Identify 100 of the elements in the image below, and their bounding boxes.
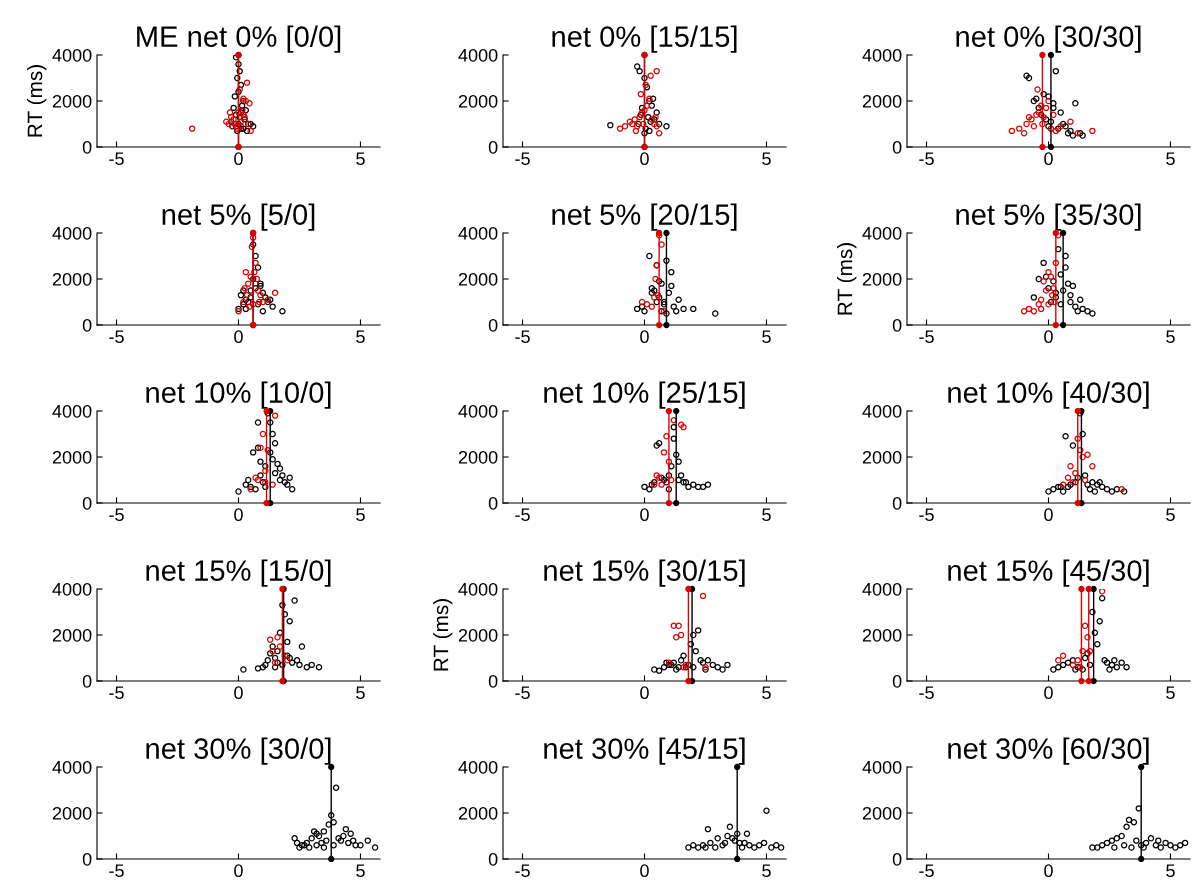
y-tick-label: 2000 [52, 806, 92, 820]
x-tick-label: -5 [919, 686, 934, 700]
y-tick-label: 0 [892, 852, 902, 866]
y-tick-label: 0 [82, 140, 92, 154]
x-tick-label: 5 [762, 864, 771, 878]
x-tick-label: 0 [1044, 508, 1053, 522]
x-tick-label: 0 [1044, 330, 1053, 344]
x-tick-label: 0 [234, 686, 243, 700]
y-tick-label: 4000 [862, 760, 902, 774]
y-tick-label: 0 [488, 140, 498, 154]
y-tick-label: 2000 [458, 806, 498, 820]
x-tick-label: 0 [1044, 864, 1053, 878]
x-tick-label: 5 [1166, 686, 1175, 700]
y-tick-label: 0 [488, 496, 498, 510]
x-tick-label: 0 [1044, 152, 1053, 166]
y-tick-label: 0 [892, 140, 902, 154]
y-tick-label: 2000 [862, 272, 902, 286]
y-tick-label: 4000 [52, 404, 92, 418]
x-tick-label: 0 [640, 330, 649, 344]
y-tick-label: 0 [488, 318, 498, 332]
y-tick-label: 2000 [862, 628, 902, 642]
y-tick-label: 4000 [52, 760, 92, 774]
y-tick-label: 0 [892, 318, 902, 332]
chart-title: net 15% [45/30] [948, 559, 1149, 587]
chart-title: net 0% [15/15] [552, 25, 737, 53]
y-tick-label: 0 [892, 496, 902, 510]
x-tick-label: -5 [515, 864, 530, 878]
x-tick-label: -5 [919, 330, 934, 344]
y-tick-label: 0 [488, 852, 498, 866]
y-tick-label: 4000 [52, 582, 92, 596]
y-tick-label: 2000 [458, 94, 498, 108]
x-tick-label: 5 [1166, 330, 1175, 344]
x-tick-label: -5 [515, 330, 530, 344]
chart-title: net 30% [45/15] [544, 737, 745, 765]
x-tick-label: 0 [234, 864, 243, 878]
chart-title: ME net 0% [0/0] [137, 25, 341, 53]
chart-title: net 30% [30/0] [146, 737, 331, 765]
y-tick-label: 4000 [862, 226, 902, 240]
y-tick-label: 4000 [458, 226, 498, 240]
x-tick-label: 5 [1166, 508, 1175, 522]
y-tick-label: 4000 [458, 760, 498, 774]
y-axis-title: RT (ms) [27, 65, 47, 137]
chart-title: net 5% [20/15] [552, 203, 737, 231]
y-axis-title: RT (ms) [837, 243, 857, 315]
y-tick-label: 4000 [862, 48, 902, 62]
chart-title: net 5% [35/30] [956, 203, 1141, 231]
y-tick-label: 4000 [52, 226, 92, 240]
y-tick-label: 2000 [52, 450, 92, 464]
x-tick-label: -5 [515, 508, 530, 522]
y-tick-label: 2000 [862, 806, 902, 820]
x-tick-label: 0 [640, 152, 649, 166]
x-tick-label: -5 [919, 864, 934, 878]
y-tick-label: 4000 [862, 582, 902, 596]
chart-title: net 10% [40/30] [948, 381, 1149, 409]
chart-title: net 10% [10/0] [146, 381, 331, 409]
y-tick-label: 4000 [458, 404, 498, 418]
x-tick-label: 0 [234, 330, 243, 344]
y-tick-label: 2000 [52, 628, 92, 642]
y-tick-label: 0 [82, 318, 92, 332]
y-tick-label: 0 [82, 674, 92, 688]
x-tick-label: -5 [109, 508, 124, 522]
x-tick-label: -5 [109, 152, 124, 166]
chart-title: net 30% [60/30] [948, 737, 1149, 765]
x-tick-label: 5 [762, 152, 771, 166]
x-tick-label: 5 [762, 686, 771, 700]
x-tick-label: 5 [356, 686, 365, 700]
x-tick-label: 0 [234, 508, 243, 522]
x-tick-label: 5 [762, 508, 771, 522]
y-tick-label: 2000 [458, 272, 498, 286]
x-tick-label: -5 [919, 508, 934, 522]
x-tick-label: -5 [515, 152, 530, 166]
x-tick-label: 0 [1044, 686, 1053, 700]
x-tick-label: 5 [1166, 152, 1175, 166]
x-tick-label: 0 [640, 508, 649, 522]
y-tick-label: 0 [892, 674, 902, 688]
y-tick-label: 2000 [862, 94, 902, 108]
x-tick-label: 0 [234, 152, 243, 166]
y-tick-label: 4000 [862, 404, 902, 418]
x-tick-label: 5 [356, 864, 365, 878]
chart-title: net 15% [30/15] [544, 559, 745, 587]
x-tick-label: -5 [109, 330, 124, 344]
x-tick-label: 0 [640, 686, 649, 700]
y-axis-title: RT (ms) [433, 599, 453, 671]
y-tick-label: 2000 [458, 628, 498, 642]
x-tick-label: 0 [640, 864, 649, 878]
y-tick-label: 2000 [52, 94, 92, 108]
y-tick-label: 2000 [862, 450, 902, 464]
y-tick-label: 2000 [458, 450, 498, 464]
x-tick-label: 5 [356, 152, 365, 166]
chart-title: net 5% [5/0] [162, 203, 315, 231]
x-tick-label: 5 [762, 330, 771, 344]
chart-title: net 15% [15/0] [146, 559, 331, 587]
y-tick-label: 4000 [458, 48, 498, 62]
y-tick-label: 2000 [52, 272, 92, 286]
y-tick-label: 0 [82, 496, 92, 510]
x-tick-label: -5 [109, 686, 124, 700]
x-tick-label: -5 [919, 152, 934, 166]
x-tick-label: -5 [515, 686, 530, 700]
y-tick-label: 4000 [52, 48, 92, 62]
y-tick-label: 0 [488, 674, 498, 688]
